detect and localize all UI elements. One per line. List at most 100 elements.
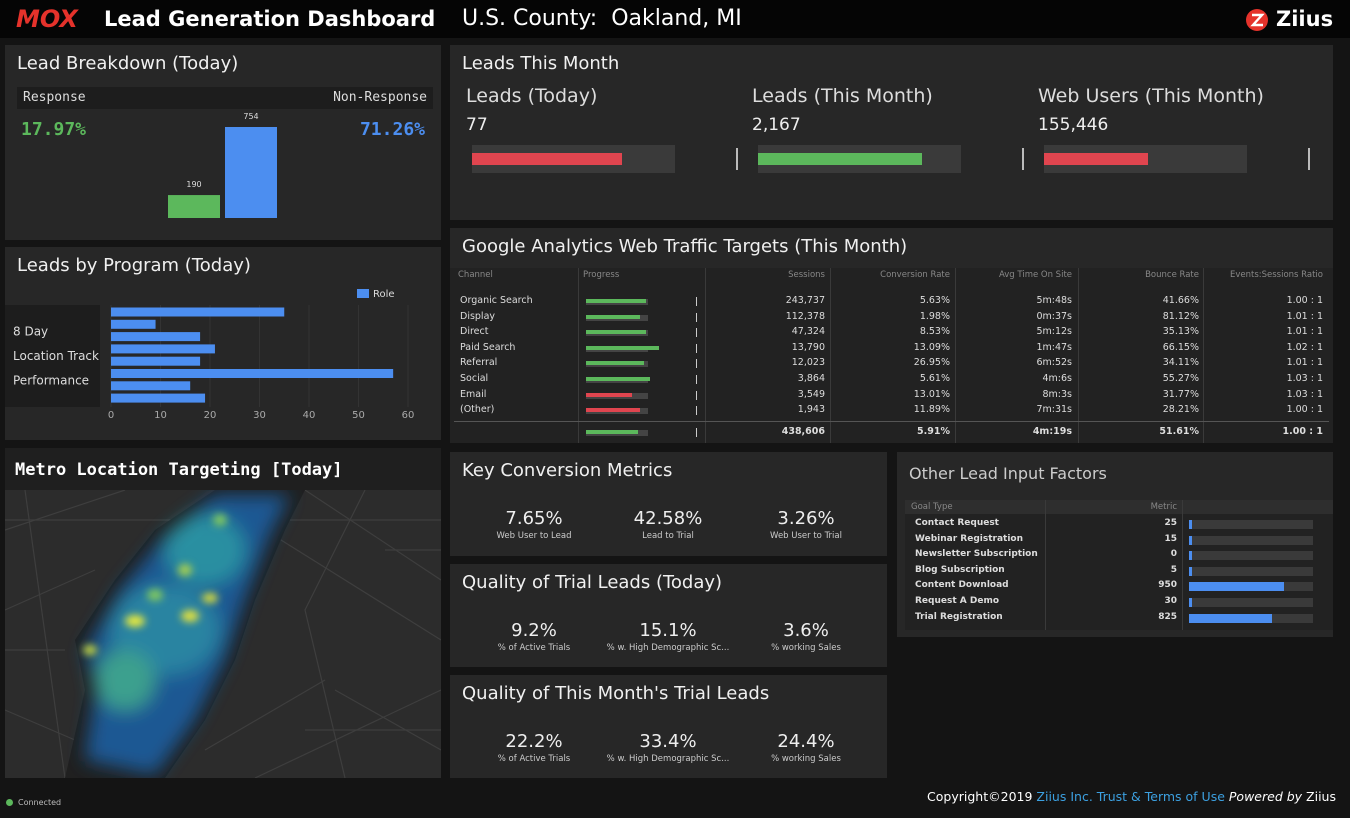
cell: 438,606 bbox=[781, 426, 825, 437]
bar bbox=[225, 127, 277, 218]
progress-bar bbox=[586, 345, 660, 350]
cell: 6m:52s bbox=[1036, 357, 1072, 369]
cell: 5.91% bbox=[917, 426, 950, 437]
bar bbox=[1189, 535, 1192, 545]
total-divider bbox=[454, 421, 1329, 422]
bar-track bbox=[1189, 551, 1313, 561]
column-header: Avg Time On Site bbox=[998, 270, 1072, 280]
logo-text: Ziius bbox=[1276, 7, 1334, 31]
target-tick bbox=[696, 328, 697, 338]
cell: 1.00 : 1 bbox=[1286, 295, 1323, 306]
cell: 13.01% bbox=[913, 388, 950, 400]
trial-quality-month-panel: Quality of This Month's Trial Leads 22.2%… bbox=[450, 675, 887, 778]
x-tick-label: 50 bbox=[352, 410, 365, 421]
target-tick bbox=[696, 312, 697, 322]
progress-bar bbox=[472, 153, 623, 165]
column-header: Sessions bbox=[788, 270, 825, 280]
channel: Display bbox=[460, 310, 496, 322]
target-tick bbox=[696, 359, 697, 369]
response-pct: 17.97% bbox=[21, 119, 87, 140]
cell: 4m:6s bbox=[1042, 373, 1073, 384]
metric-label: % w. High Demographic Sc... bbox=[606, 754, 730, 764]
channel: Organic Search bbox=[460, 295, 533, 306]
cell: 1.00 : 1 bbox=[1282, 426, 1323, 437]
cell: 51.61% bbox=[1159, 426, 1199, 437]
progress-bar bbox=[586, 314, 641, 319]
cell: 5m:12s bbox=[1036, 326, 1072, 338]
panel-title: Lead Breakdown (Today) bbox=[17, 53, 239, 74]
panel-title: Google Analytics Web Traffic Targets (Th… bbox=[462, 236, 908, 257]
cell: 1m:47s bbox=[1036, 341, 1072, 353]
cell: 0m:37s bbox=[1036, 310, 1072, 322]
terms-link[interactable]: Trust & Terms of Use bbox=[1096, 789, 1225, 804]
bar bbox=[1189, 598, 1192, 607]
column-separator bbox=[955, 268, 956, 443]
company-link[interactable]: Ziius Inc. bbox=[1036, 789, 1093, 804]
cell: 243,737 bbox=[785, 295, 825, 306]
cell: 28.21% bbox=[1162, 404, 1199, 416]
metric-value: 22.2% bbox=[505, 731, 563, 752]
x-tick-label: 60 bbox=[402, 410, 415, 421]
cell: 34.11% bbox=[1162, 357, 1199, 369]
metric-label: % of Active Trials bbox=[497, 754, 571, 764]
target-tick bbox=[696, 428, 697, 437]
bar-track bbox=[1189, 566, 1313, 576]
metric: 0 bbox=[1170, 549, 1177, 560]
lead-breakdown-panel: Lead Breakdown (Today) Response Non-Resp… bbox=[5, 45, 441, 240]
bar bbox=[1189, 520, 1192, 529]
target-tick bbox=[696, 406, 697, 416]
column-header: Goal Type bbox=[911, 502, 953, 512]
progress-bar bbox=[586, 377, 651, 381]
header: MOX Lead Generation Dashboard U.S. Count… bbox=[0, 0, 1350, 38]
target-tick bbox=[696, 343, 697, 353]
goal-type: Webinar Registration bbox=[915, 533, 1023, 544]
cell: 5.61% bbox=[919, 373, 950, 384]
cell: 7m:31s bbox=[1036, 404, 1072, 416]
progress-bar bbox=[586, 330, 646, 335]
program-chart: 0 10 20 30 40 50 60 Role 8 Day Location Track Perf… bbox=[5, 289, 415, 421]
panel-title: Leads by Program (Today) bbox=[17, 255, 251, 276]
cell: 13,790 bbox=[791, 341, 825, 353]
legend-label: Role bbox=[373, 289, 395, 300]
legend-swatch bbox=[357, 289, 369, 298]
kpi-value: 2,167 bbox=[752, 115, 801, 135]
other-factors-panel: Other Lead Input Factors Goal Type Metric… bbox=[897, 452, 1333, 637]
target-tick bbox=[1022, 148, 1024, 170]
key-conversion-panel: Key Conversion Metrics 7.65% Web User to L… bbox=[450, 452, 887, 556]
logo-icon bbox=[1246, 9, 1268, 31]
status-dot bbox=[6, 799, 13, 806]
footer: Copyright©2019 Ziius Inc. Trust & Terms … bbox=[927, 789, 1336, 804]
column-separator bbox=[830, 268, 831, 443]
metric: 825 bbox=[1158, 611, 1177, 622]
cell: 81.12% bbox=[1162, 310, 1199, 322]
cell: 11.89% bbox=[913, 404, 950, 416]
breakdown-chart: 190 754 bbox=[168, 112, 277, 218]
goal-type: Request A Demo bbox=[915, 596, 1000, 606]
kpi-value: 155,446 bbox=[1038, 115, 1109, 135]
status: Connected bbox=[18, 798, 62, 807]
column-header: Progress bbox=[583, 270, 620, 280]
cell: 3,549 bbox=[797, 388, 825, 400]
cell: 8m:3s bbox=[1042, 388, 1073, 400]
kpi-label: Leads (This Month) bbox=[752, 85, 933, 107]
column-header: Channel bbox=[458, 270, 493, 280]
y-tick-label: 8 Day bbox=[13, 324, 48, 338]
metric-value: 42.58% bbox=[633, 508, 703, 529]
cell: 1.02 : 1 bbox=[1286, 341, 1323, 353]
value-label: 754 bbox=[243, 112, 258, 121]
progress-bar bbox=[586, 299, 646, 303]
cell: 1.01 : 1 bbox=[1286, 357, 1323, 369]
cell: 55.27% bbox=[1162, 373, 1199, 384]
bar bbox=[111, 381, 191, 391]
heat-map bbox=[5, 490, 441, 778]
metro-panel: Metro Location Targeting [Today] bbox=[5, 448, 441, 778]
y-tick-label: Performance bbox=[13, 374, 89, 388]
goal-type: Blog Subscription bbox=[915, 564, 1005, 575]
metric-label: Web User to Lead bbox=[496, 531, 572, 541]
x-tick-label: 40 bbox=[303, 410, 316, 421]
bar bbox=[1189, 551, 1192, 561]
target-tick bbox=[696, 390, 697, 400]
cell: 31.77% bbox=[1162, 388, 1199, 400]
header-strip bbox=[17, 87, 433, 109]
panel-title: Key Conversion Metrics bbox=[462, 460, 673, 481]
